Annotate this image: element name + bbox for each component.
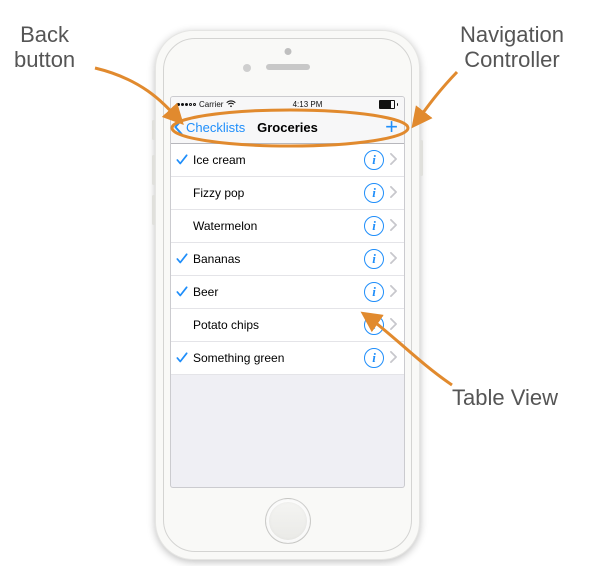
back-label: Checklists <box>186 120 245 135</box>
row-label: Bananas <box>193 252 364 266</box>
wifi-icon <box>226 100 236 108</box>
checkmark-icon <box>171 153 193 167</box>
checkmark-icon <box>171 351 193 365</box>
info-button[interactable]: i <box>364 282 384 302</box>
table-row[interactable]: Something greeni <box>171 342 404 375</box>
table-row[interactable]: Ice creami <box>171 144 404 177</box>
table-row[interactable]: Bananasi <box>171 243 404 276</box>
proximity-sensor <box>243 64 251 72</box>
chevron-left-icon <box>173 118 185 136</box>
row-label: Potato chips <box>193 318 364 332</box>
back-button[interactable]: Checklists <box>171 118 245 136</box>
speaker-grille <box>266 64 310 70</box>
disclosure-chevron-icon <box>384 285 404 300</box>
power-button <box>420 140 423 176</box>
screen: Carrier 4:13 PM Checklists Groceries + I… <box>170 96 405 488</box>
row-label: Something green <box>193 351 364 365</box>
info-button[interactable]: i <box>364 150 384 170</box>
annotation-nav-controller: NavigationController <box>460 22 564 73</box>
row-label: Watermelon <box>193 219 364 233</box>
disclosure-chevron-icon <box>384 252 404 267</box>
table-view[interactable]: Ice creamiFizzy popiWatermeloniBananasiB… <box>171 144 404 375</box>
arrow-to-nav-bar <box>414 72 457 125</box>
disclosure-chevron-icon <box>384 186 404 201</box>
home-button[interactable] <box>265 498 311 544</box>
checkmark-icon <box>171 285 193 299</box>
battery-icon <box>379 100 399 109</box>
disclosure-chevron-icon <box>384 318 404 333</box>
table-row[interactable]: Watermeloni <box>171 210 404 243</box>
disclosure-chevron-icon <box>384 351 404 366</box>
table-row[interactable]: Beeri <box>171 276 404 309</box>
disclosure-chevron-icon <box>384 153 404 168</box>
iphone-frame: Carrier 4:13 PM Checklists Groceries + I… <box>155 30 420 560</box>
row-label: Fizzy pop <box>193 186 364 200</box>
disclosure-chevron-icon <box>384 219 404 234</box>
row-label: Ice cream <box>193 153 364 167</box>
add-button[interactable]: + <box>385 111 398 143</box>
status-time: 4:13 PM <box>293 100 323 109</box>
annotation-back-button: Backbutton <box>14 22 75 73</box>
row-label: Beer <box>193 285 364 299</box>
carrier-label: Carrier <box>199 100 223 109</box>
status-bar: Carrier 4:13 PM <box>171 97 404 111</box>
navigation-bar: Checklists Groceries + <box>171 111 404 144</box>
front-camera <box>284 48 291 55</box>
diagram-canvas: Backbutton NavigationController Table Vi… <box>0 0 608 566</box>
info-button[interactable]: i <box>364 315 384 335</box>
checkmark-icon <box>171 252 193 266</box>
info-button[interactable]: i <box>364 348 384 368</box>
volume-down-button <box>152 195 155 225</box>
mute-switch <box>152 120 155 140</box>
annotation-table-view: Table View <box>452 385 558 410</box>
signal-strength-icon <box>177 103 196 106</box>
status-left: Carrier <box>177 100 236 109</box>
table-row[interactable]: Fizzy popi <box>171 177 404 210</box>
info-button[interactable]: i <box>364 183 384 203</box>
info-button[interactable]: i <box>364 249 384 269</box>
info-button[interactable]: i <box>364 216 384 236</box>
table-row[interactable]: Potato chipsi <box>171 309 404 342</box>
volume-up-button <box>152 155 155 185</box>
